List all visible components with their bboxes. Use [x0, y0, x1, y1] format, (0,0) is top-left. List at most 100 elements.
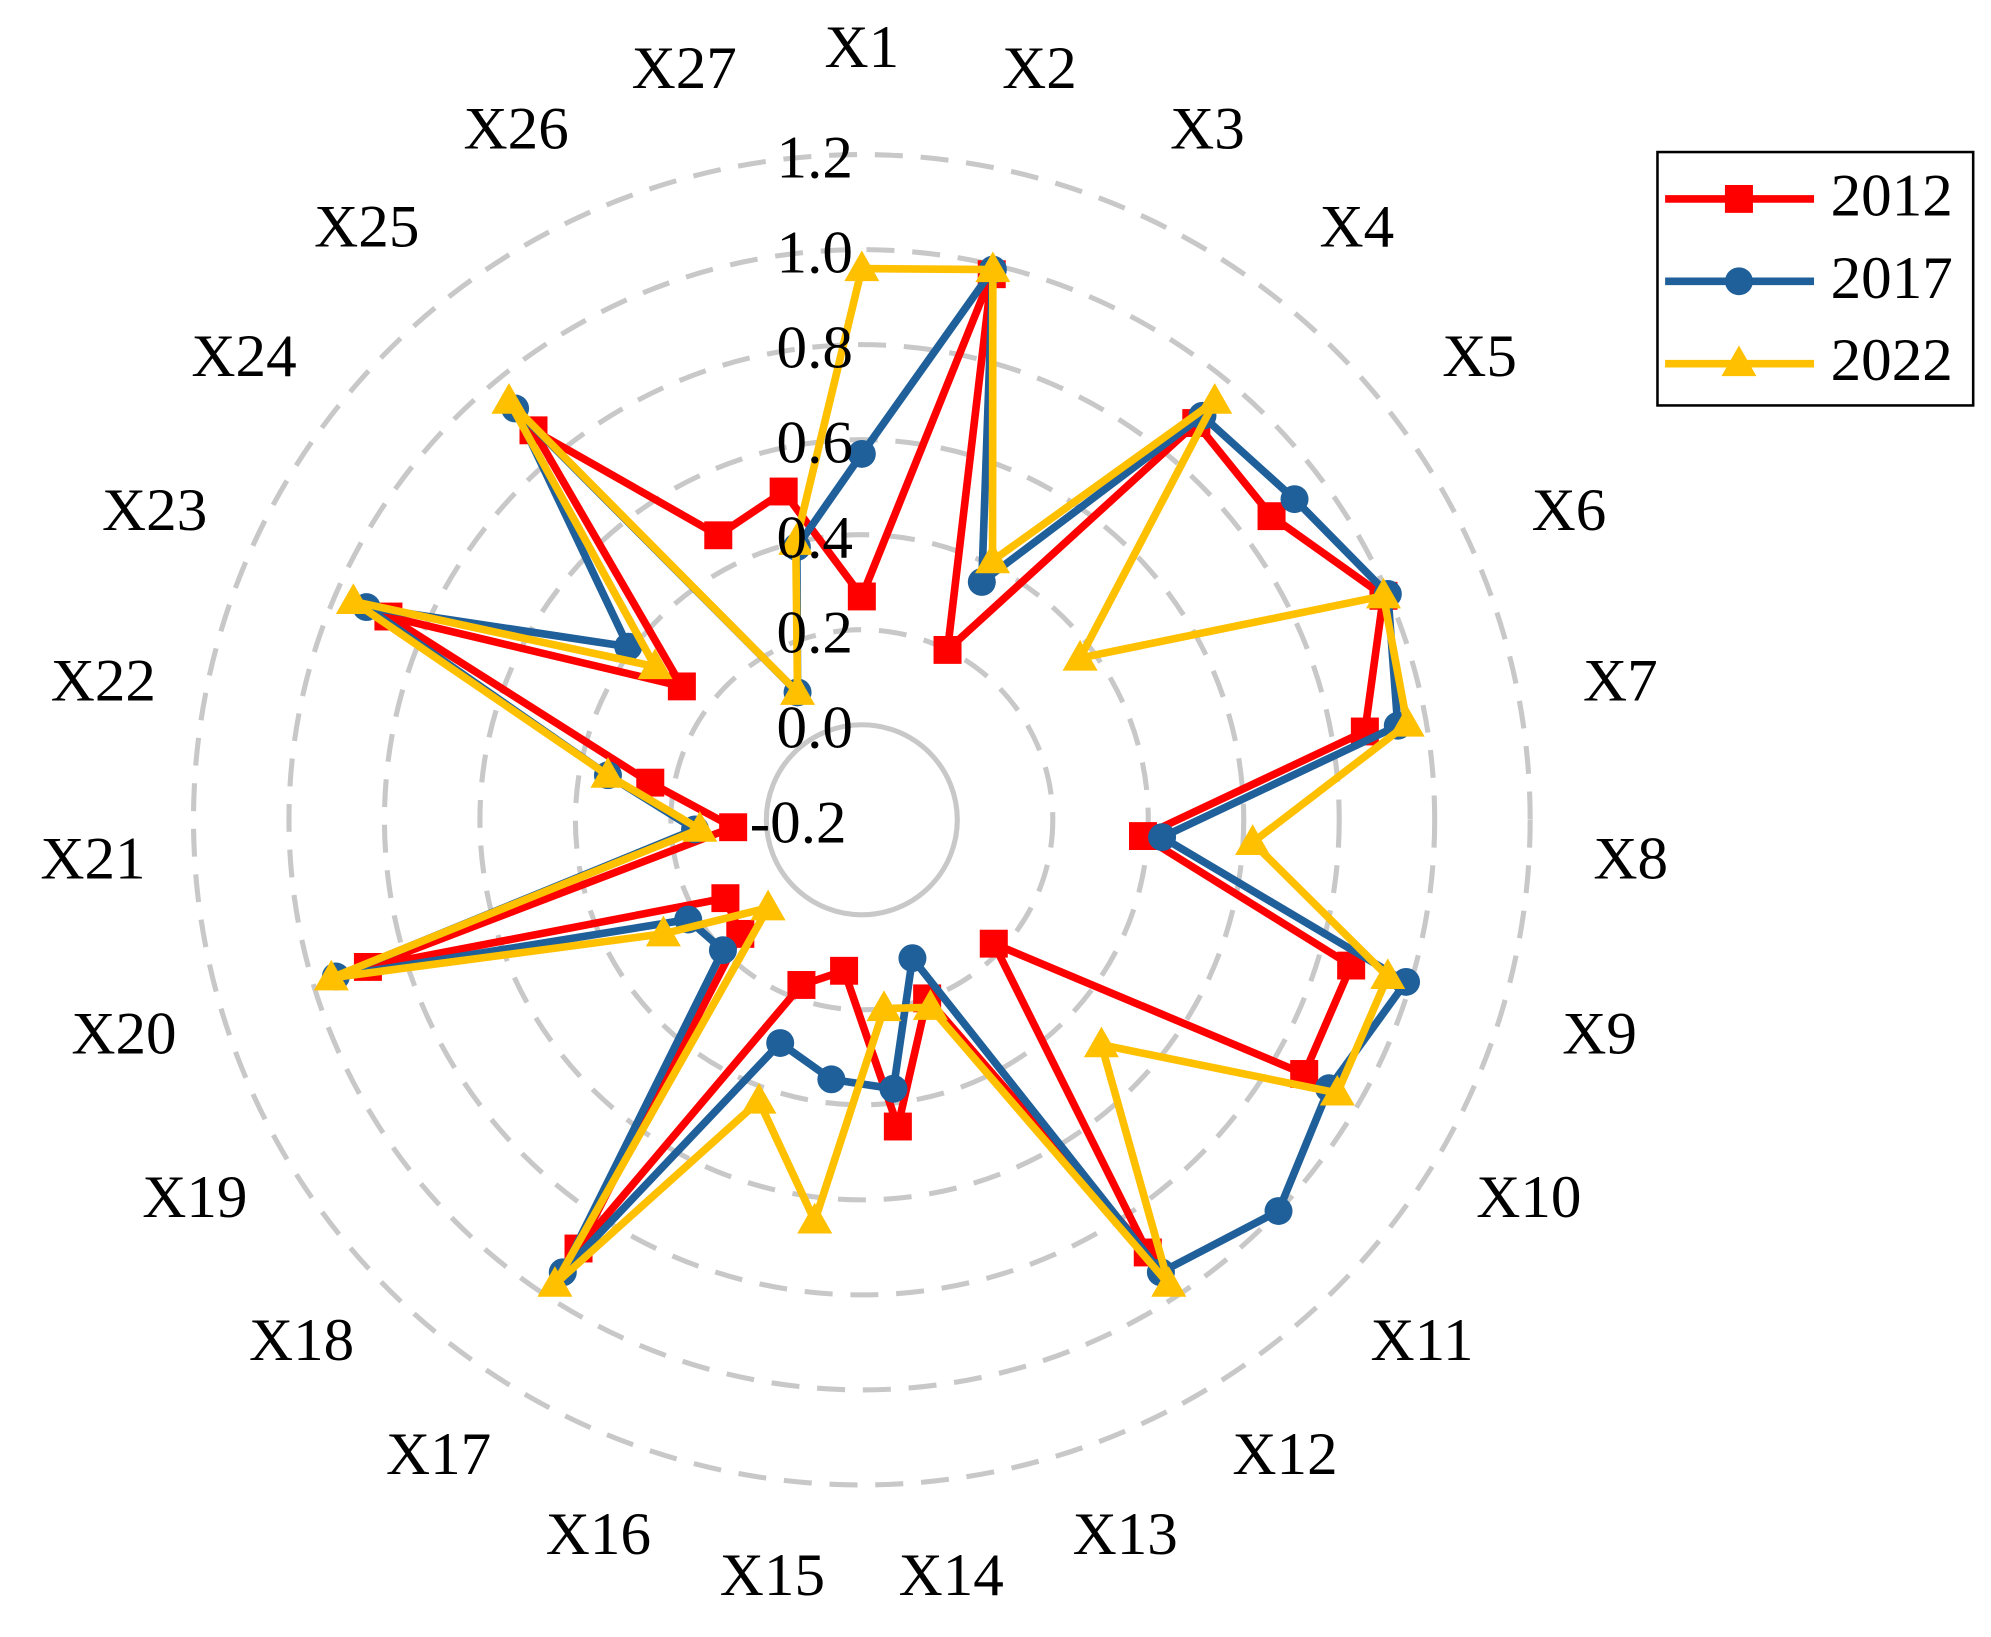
- data-point: [766, 1029, 795, 1057]
- category-label: X15: [720, 1542, 825, 1609]
- data-point: [637, 648, 673, 680]
- data-point: [741, 1082, 777, 1114]
- data-point: [1365, 577, 1401, 609]
- grid-ring: [286, 247, 1438, 1393]
- legend-marker: [1721, 345, 1757, 377]
- data-point: [830, 956, 859, 985]
- category-label: X17: [386, 1421, 491, 1488]
- data-point: [1370, 958, 1406, 990]
- category-label: X14: [899, 1542, 1004, 1609]
- category-label: X12: [1232, 1421, 1337, 1488]
- category-label: X20: [71, 1001, 176, 1068]
- grid-ring: [190, 152, 1533, 1488]
- data-point: [883, 1112, 912, 1141]
- category-label: X4: [1320, 194, 1395, 261]
- legend-label: 2012: [1831, 163, 1953, 230]
- category-label: X1: [824, 14, 899, 81]
- data-point: [614, 632, 643, 661]
- data-point: [975, 542, 1011, 574]
- grid-ring: [381, 342, 1342, 1298]
- grid-ring: [572, 532, 1151, 1108]
- data-point: [704, 521, 733, 550]
- r-tick-label: 0.0: [777, 695, 853, 762]
- r-tick-label: 1.2: [777, 125, 853, 192]
- data-point: [787, 971, 816, 999]
- category-label: X6: [1532, 477, 1607, 544]
- category-label: X23: [102, 477, 207, 544]
- grid-ring: [477, 437, 1247, 1203]
- data-point: [750, 889, 786, 921]
- legend-label: 2022: [1831, 327, 1953, 394]
- data-point: [711, 884, 740, 913]
- category-label: X5: [1442, 323, 1517, 390]
- data-point: [1062, 639, 1098, 671]
- r-tick-label: -0.2: [750, 790, 847, 857]
- data-point: [879, 1074, 908, 1103]
- data-point: [797, 1202, 833, 1234]
- data-point: [1148, 823, 1177, 852]
- data-point: [769, 477, 798, 506]
- data-point: [1280, 485, 1309, 514]
- category-label: X9: [1562, 1001, 1637, 1068]
- category-label: X16: [546, 1501, 651, 1568]
- category-label: X3: [1170, 96, 1245, 163]
- data-point: [898, 944, 927, 973]
- data-point: [667, 672, 696, 701]
- data-point: [817, 1065, 846, 1094]
- r-tick-label: 0.4: [777, 505, 853, 572]
- legend-label: 2017: [1831, 245, 1953, 312]
- data-point: [1264, 1197, 1293, 1225]
- data-point: [590, 757, 626, 788]
- data-point: [682, 811, 718, 842]
- legend-marker: [1724, 184, 1753, 213]
- data-point: [719, 813, 748, 842]
- data-point: [967, 568, 996, 596]
- category-label: X21: [40, 825, 145, 892]
- data-point: [780, 674, 816, 705]
- data-point: [847, 439, 876, 468]
- data-point: [1257, 502, 1286, 531]
- category-label: X26: [464, 96, 569, 163]
- r-tick-label: 0.2: [777, 600, 853, 667]
- data-point: [1151, 1266, 1187, 1297]
- grid-ring: [763, 722, 960, 918]
- data-point: [933, 635, 962, 664]
- category-label: X24: [191, 323, 296, 390]
- data-point: [1083, 1026, 1119, 1058]
- r-tick-label: 0.8: [777, 315, 853, 382]
- data-point: [645, 915, 681, 947]
- data-point: [335, 583, 371, 615]
- r-tick-label: 1.0: [777, 220, 853, 287]
- category-label: X13: [1073, 1501, 1178, 1568]
- legend-marker: [1724, 267, 1753, 296]
- category-label: X18: [249, 1307, 354, 1374]
- data-point: [537, 1266, 573, 1297]
- data-point: [778, 524, 814, 555]
- data-point: [708, 936, 737, 965]
- category-label: X10: [1476, 1164, 1581, 1231]
- data-point: [847, 582, 876, 611]
- data-point: [975, 251, 1011, 283]
- data-point: [844, 250, 880, 282]
- category-label: X11: [1371, 1307, 1474, 1374]
- grid-ring: [668, 627, 1056, 1013]
- category-label: X27: [632, 35, 737, 102]
- data-point: [313, 959, 349, 991]
- category-label: X2: [1002, 35, 1077, 102]
- r-tick-label: 0.6: [777, 410, 853, 477]
- data-point: [979, 929, 1008, 958]
- data-point: [1389, 705, 1425, 737]
- data-point: [1319, 1074, 1355, 1106]
- category-label: X8: [1593, 825, 1668, 892]
- category-label: X22: [51, 648, 156, 715]
- series-line: [327, 264, 1412, 1289]
- category-label: X25: [314, 194, 419, 261]
- category-label: X19: [142, 1164, 247, 1231]
- data-point: [1197, 383, 1233, 414]
- data-point: [866, 990, 902, 1022]
- data-point: [912, 989, 948, 1020]
- data-point: [1235, 824, 1271, 855]
- category-label: X7: [1583, 648, 1658, 715]
- data-point: [491, 383, 527, 414]
